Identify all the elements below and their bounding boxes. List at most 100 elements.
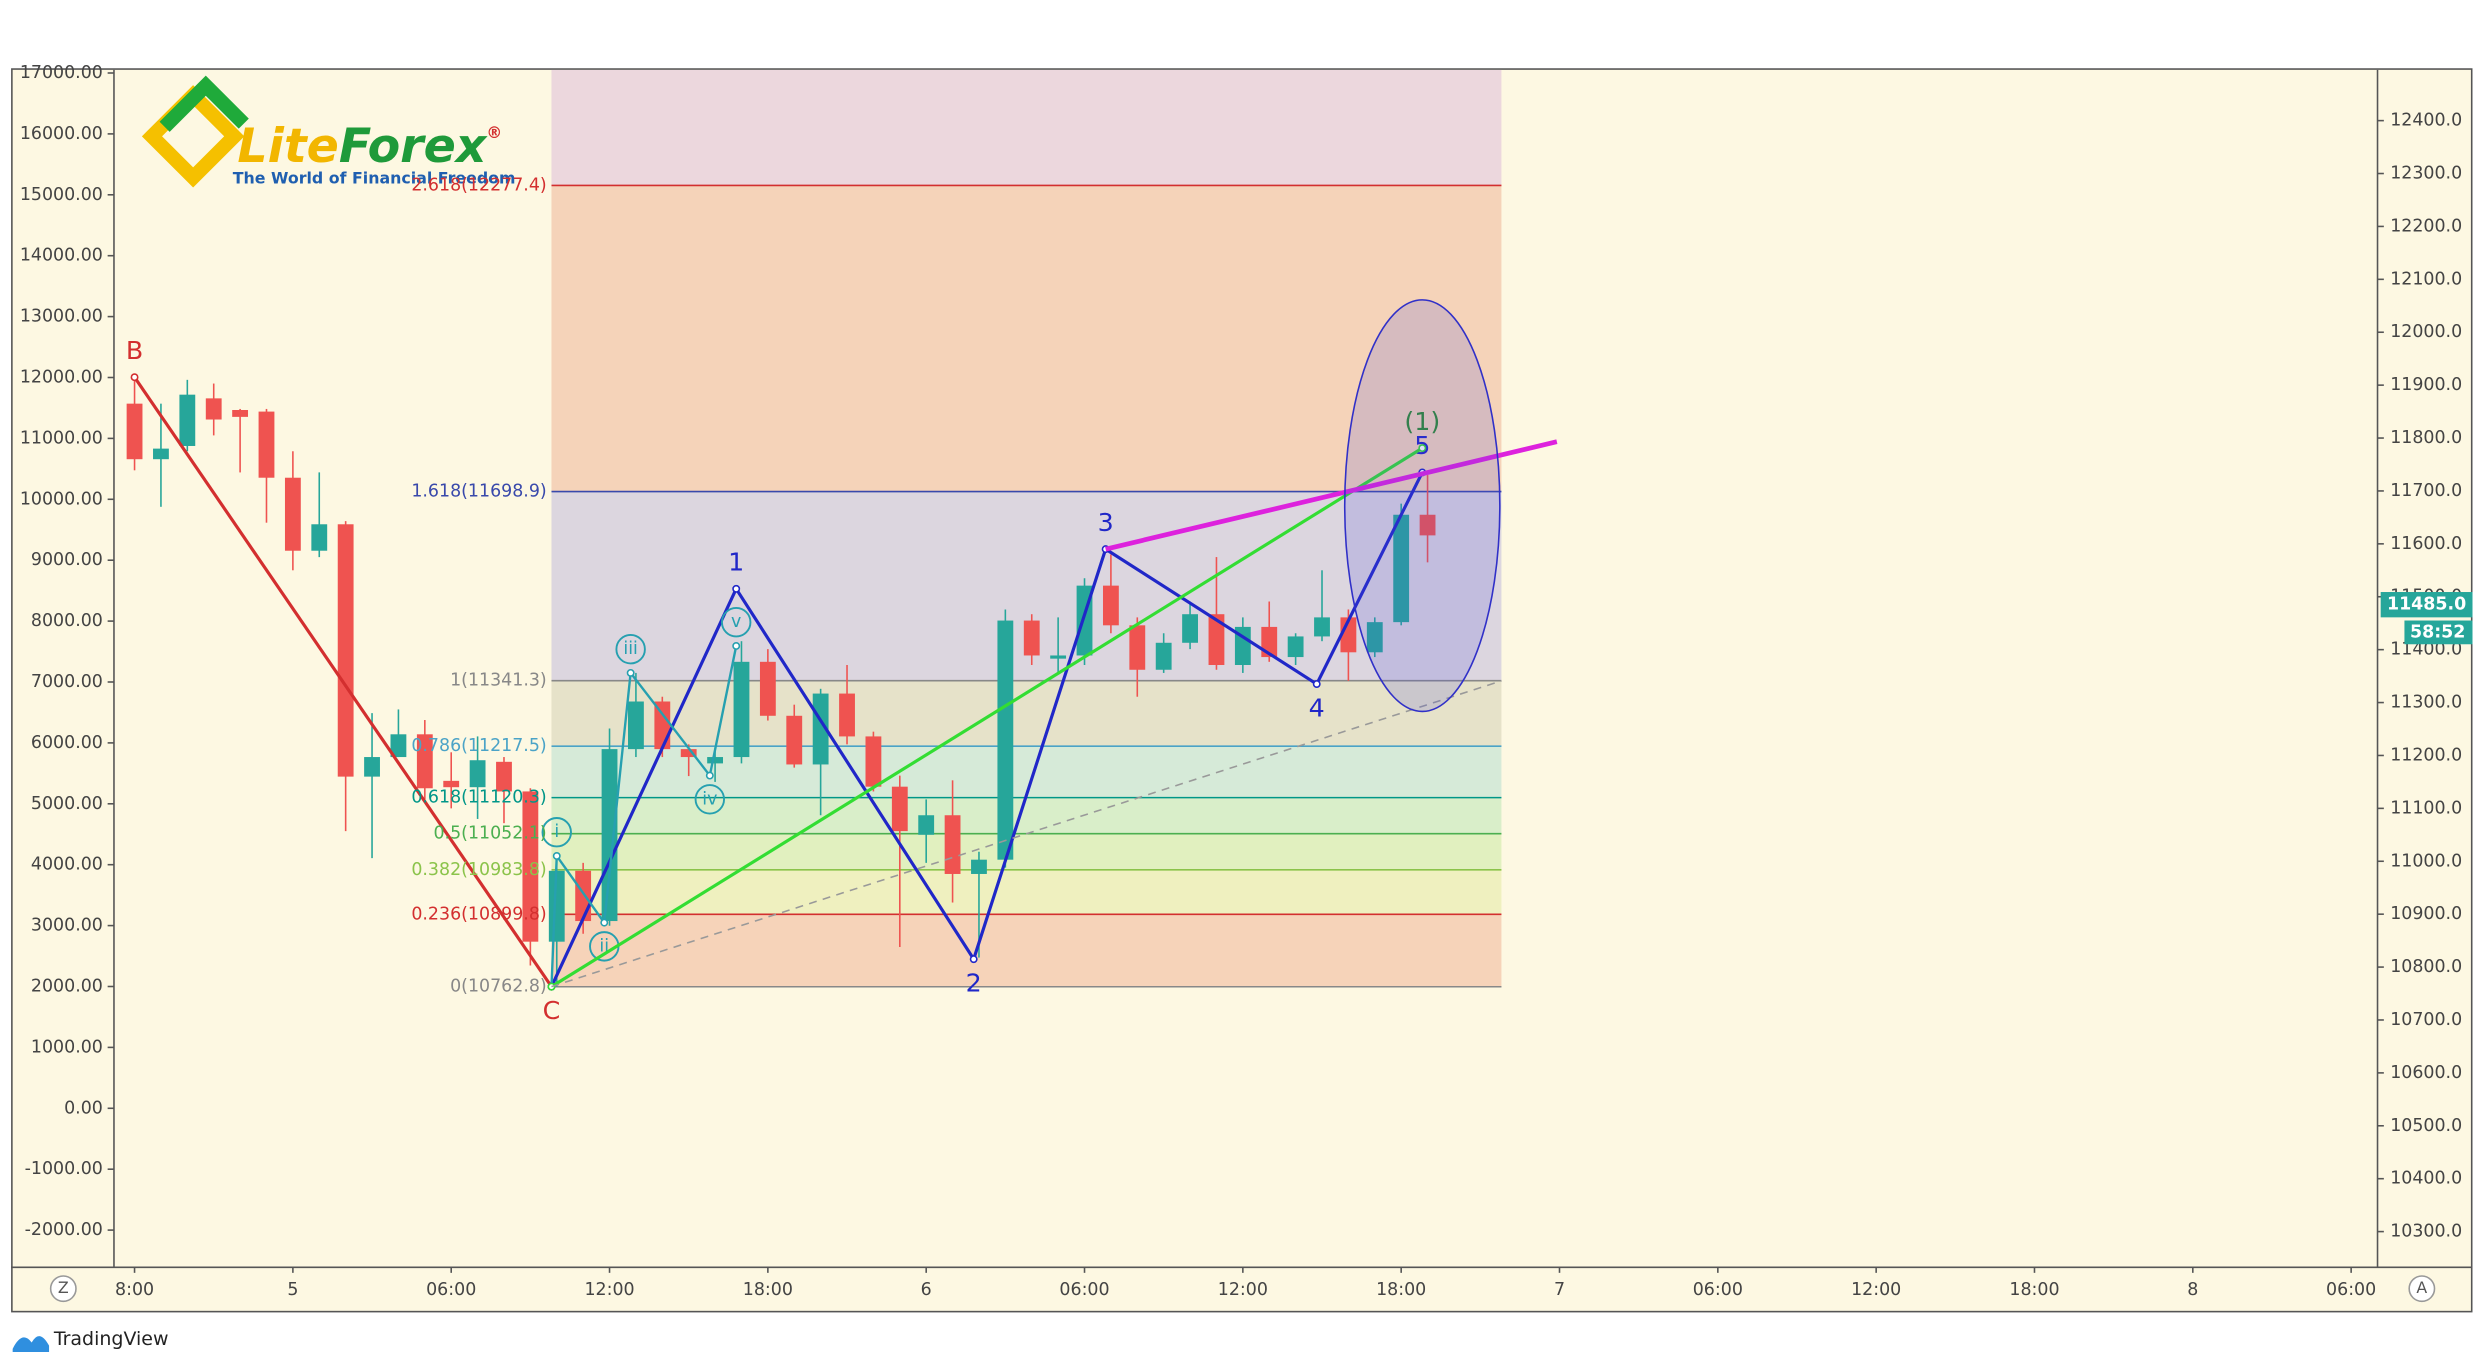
y-tick-label: 11100.0 <box>2390 798 2462 818</box>
candle-body <box>1023 620 1040 656</box>
candle-body <box>337 524 354 777</box>
y-tick-label: 12300.0 <box>2390 164 2462 184</box>
candle-body <box>284 477 301 551</box>
wave-label: C <box>543 995 561 1025</box>
wave-point <box>732 641 741 650</box>
y2-tick-label: 0.00 <box>64 1098 103 1118</box>
candle-body <box>1234 626 1251 665</box>
z-button[interactable] <box>49 1275 77 1303</box>
y2-tick-label: 8000.00 <box>31 611 103 631</box>
z-button-label[interactable]: Z <box>58 1278 69 1297</box>
wave-point <box>969 955 978 964</box>
fib-level-label: 1.618(11698.9) <box>411 482 546 502</box>
candle-body <box>205 398 222 420</box>
candle-body <box>944 815 961 874</box>
candle-body <box>1050 655 1067 659</box>
x-tick-label: 12:00 <box>1851 1280 1901 1300</box>
y2-tick-label: 3000.00 <box>31 916 103 936</box>
x-tick-label: 12:00 <box>584 1280 634 1300</box>
x-tick-label: 06:00 <box>1693 1280 1743 1300</box>
logo-text: LiteForex® <box>237 119 502 174</box>
x-tick-label: 8 <box>2187 1280 2198 1300</box>
y-tick-label: 10300.0 <box>2390 1222 2462 1242</box>
x-tick-label: 5 <box>287 1280 298 1300</box>
candle-body <box>997 620 1014 860</box>
y-tick-label: 10600.0 <box>2390 1063 2462 1083</box>
candle-body <box>786 715 803 765</box>
wave-point <box>626 668 635 677</box>
wave-label: iv <box>702 789 717 809</box>
y-tick-label: 11000.0 <box>2390 851 2462 871</box>
x-tick-label: 8:00 <box>115 1280 154 1300</box>
countdown-tag <box>2404 620 2473 645</box>
fib-band <box>551 69 1502 186</box>
y2-tick-label: 16000.00 <box>20 124 103 144</box>
fib-band <box>551 914 1502 987</box>
y2-tick-label: 14000.00 <box>20 246 103 266</box>
y2-tick-label: 5000.00 <box>31 794 103 814</box>
candle-body <box>548 870 565 942</box>
fib-band <box>551 185 1502 492</box>
a-button[interactable] <box>2408 1275 2436 1303</box>
y-tick-label: 10400.0 <box>2390 1169 2462 1189</box>
candle-body <box>258 411 275 478</box>
candle-body <box>522 791 539 942</box>
y2-tick-label: 10000.00 <box>20 489 103 509</box>
x-tick-label: 12:00 <box>1218 1280 1268 1300</box>
y-tick-label: 11700.0 <box>2390 481 2462 501</box>
wave-label: B <box>126 335 143 365</box>
y-tick-label: 11900.0 <box>2390 375 2462 395</box>
plot: BC12345iiiiiiivv(1) <box>126 69 1558 1025</box>
wave-line <box>550 446 1424 988</box>
fib-level-label: 0.786(11217.5) <box>411 736 546 756</box>
candle-body <box>126 403 143 460</box>
logo-tagline: The World of Financial Freedom <box>233 169 516 188</box>
y-tick-label: 11800.0 <box>2390 428 2462 448</box>
candle-body <box>469 760 486 788</box>
fib-level-label: 0.5(11052.1) <box>433 824 546 844</box>
wave-label: iii <box>623 639 638 659</box>
x-tick-label: 06:00 <box>426 1280 476 1300</box>
candle-body <box>601 749 618 922</box>
x-tick-label: 06:00 <box>1059 1280 1109 1300</box>
wave-label-ring <box>721 607 752 638</box>
y-tick-label: 12200.0 <box>2390 216 2462 236</box>
x-tick-label: 18:00 <box>743 1280 793 1300</box>
wave-label: 3 <box>1098 507 1114 537</box>
y-tick-label: 11200.0 <box>2390 745 2462 765</box>
y2-tick-label: -2000.00 <box>25 1220 103 1240</box>
wave-point <box>732 584 741 593</box>
x-tick-label: 7 <box>1554 1280 1565 1300</box>
x-tick-label: 18:00 <box>2009 1280 2059 1300</box>
logo: LiteForex® The World of Financial Freedo… <box>141 75 516 188</box>
countdown-label: 58:52 <box>2410 622 2465 642</box>
wave-point <box>705 771 714 780</box>
x-tick-label: 06:00 <box>2326 1280 2376 1300</box>
wave-label: 1 <box>728 546 744 576</box>
last-price-label: 11485.0 <box>2387 595 2466 615</box>
y-tick-label: 12000.0 <box>2390 322 2462 342</box>
x-tick-label: 6 <box>921 1280 932 1300</box>
tradingview-icon <box>12 1336 50 1352</box>
fib-band <box>551 869 1502 915</box>
y-tick-label: 12100.0 <box>2390 269 2462 289</box>
wave-line <box>133 376 553 988</box>
fib-band <box>551 797 1502 834</box>
x-tick-label: 18:00 <box>1376 1280 1426 1300</box>
y-tick-label: 10700.0 <box>2390 1010 2462 1030</box>
wave-line <box>550 645 738 987</box>
candle-body <box>812 693 829 765</box>
y2-tick-label: 2000.00 <box>31 976 103 996</box>
candle-body <box>628 701 644 750</box>
candle-body <box>416 734 433 789</box>
wave-point <box>600 918 609 927</box>
wave-label: 4 <box>1309 692 1325 722</box>
candle-body <box>865 736 882 787</box>
wave-line <box>1105 439 1558 552</box>
candle-body <box>232 410 249 417</box>
y2-tick-label: 12000.00 <box>20 367 103 387</box>
y2-tick-label: 9000.00 <box>31 550 103 570</box>
a-button-label[interactable]: A <box>2416 1278 2427 1297</box>
